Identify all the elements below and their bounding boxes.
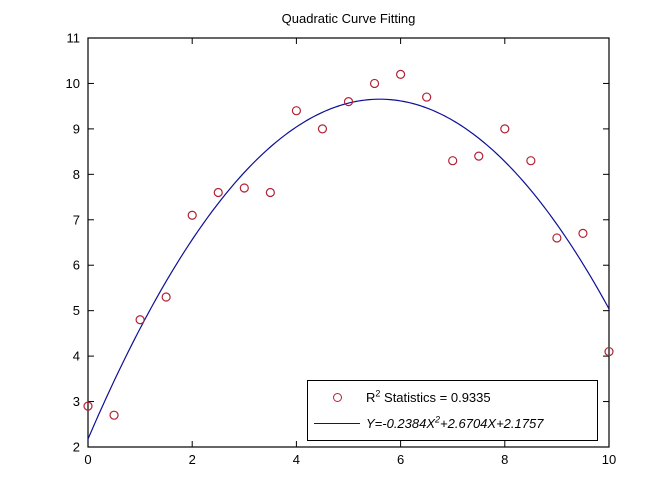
data-point bbox=[187, 210, 197, 220]
data-point bbox=[239, 183, 249, 193]
legend-row-scatter: R2 Statistics = 0.9335 bbox=[308, 385, 597, 411]
legend-scatter-marker-icon bbox=[332, 393, 342, 402]
y-tick-label: 4 bbox=[73, 349, 80, 364]
y-tick-label: 7 bbox=[73, 212, 80, 227]
data-point bbox=[396, 69, 406, 79]
legend-eq-post: +2.6704X+2.1757 bbox=[440, 416, 544, 431]
data-point bbox=[135, 315, 145, 325]
legend-label-equation: Y=-0.2384X2+2.6704X+2.1757 bbox=[366, 414, 544, 431]
data-point bbox=[526, 156, 536, 166]
data-point bbox=[109, 410, 119, 420]
legend-line-marker-icon bbox=[314, 423, 360, 424]
fit-curve bbox=[87, 98, 610, 440]
data-point bbox=[161, 292, 171, 302]
data-point bbox=[213, 187, 223, 198]
data-point bbox=[474, 151, 484, 161]
data-point bbox=[604, 346, 614, 357]
data-point bbox=[448, 156, 458, 166]
legend-eq-pre: Y=-0.2384X bbox=[366, 416, 436, 431]
data-point bbox=[500, 124, 510, 134]
legend-row-line: Y=-0.2384X2+2.6704X+2.1757 bbox=[308, 411, 597, 437]
chart-title: Quadratic Curve Fitting bbox=[281, 11, 416, 26]
data-point bbox=[552, 233, 562, 243]
data-point bbox=[265, 187, 275, 198]
x-tick-label: 4 bbox=[293, 452, 300, 467]
data-point bbox=[422, 92, 432, 102]
legend-label-r2: R2 Statistics = 0.9335 bbox=[366, 388, 491, 405]
data-point bbox=[317, 124, 328, 134]
x-tick-label: 0 bbox=[84, 452, 91, 467]
y-tick-label: 3 bbox=[73, 394, 80, 409]
legend: R2 Statistics = 0.9335 Y=-0.2384X2+2.670… bbox=[307, 380, 598, 441]
legend-marker-cell bbox=[308, 393, 366, 402]
y-tick-label: 10 bbox=[66, 76, 80, 91]
y-tick-label: 6 bbox=[73, 258, 80, 273]
axes-box bbox=[87, 37, 610, 448]
legend-marker-cell bbox=[308, 423, 366, 424]
data-point bbox=[578, 228, 588, 239]
x-tick-label: 8 bbox=[501, 452, 508, 467]
legend-r2-base: R bbox=[366, 390, 376, 405]
y-tick-label: 2 bbox=[73, 440, 80, 455]
y-tick-label: 11 bbox=[67, 31, 81, 46]
x-tick-label: 10 bbox=[602, 452, 616, 467]
y-tick-label: 5 bbox=[73, 303, 80, 318]
x-tick-label: 6 bbox=[397, 452, 404, 467]
data-point bbox=[369, 78, 380, 89]
data-point bbox=[343, 97, 354, 107]
legend-r2-sup: 2 bbox=[375, 388, 381, 399]
data-point bbox=[291, 106, 301, 116]
data-point bbox=[83, 401, 93, 411]
x-tick-label: 2 bbox=[189, 452, 196, 467]
y-tick-label: 8 bbox=[73, 167, 80, 182]
y-tick-label: 9 bbox=[73, 121, 80, 136]
legend-eq-sup: 2 bbox=[435, 414, 441, 425]
legend-r2-rest: Statistics = 0.9335 bbox=[380, 390, 491, 405]
